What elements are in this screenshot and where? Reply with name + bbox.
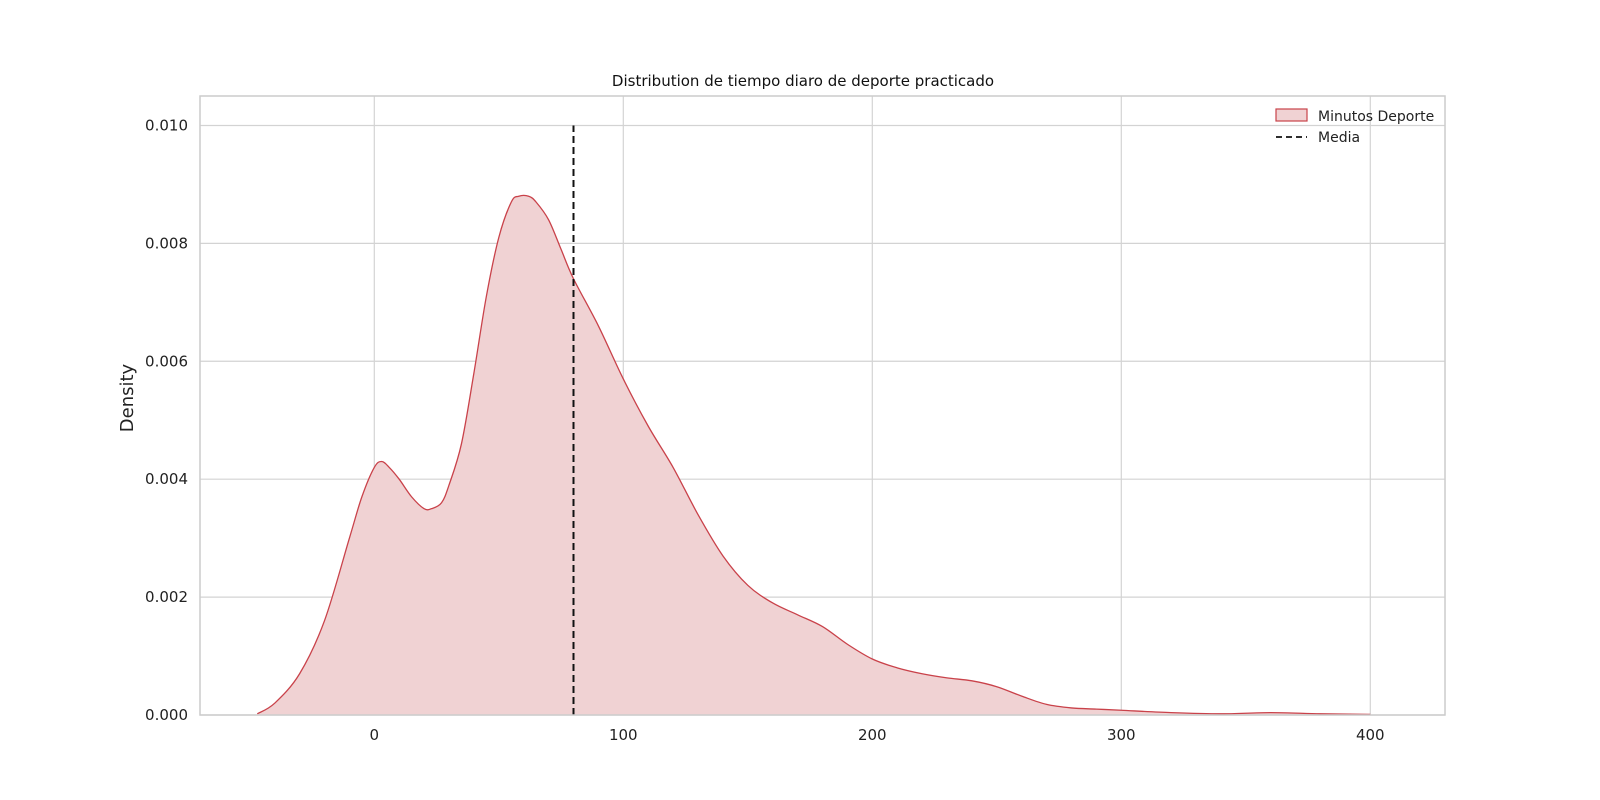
legend-label-media: Media <box>1318 130 1360 146</box>
density-area <box>256 194 1371 716</box>
x-tick-label: 0 <box>370 726 380 744</box>
density-fill <box>257 195 1371 716</box>
y-tick-label: 0.000 <box>145 706 188 724</box>
legend-label-minutos-deporte: Minutos Deporte <box>1318 109 1434 125</box>
y-tick-label: 0.004 <box>145 470 188 488</box>
density-curve <box>256 194 1371 716</box>
y-tick-label: 0.008 <box>145 234 188 252</box>
y-tick-label: 0.010 <box>145 116 188 134</box>
legend: Minutos Deporte Media <box>1275 108 1434 146</box>
x-tick-label: 400 <box>1356 726 1385 744</box>
x-tick-label: 300 <box>1107 726 1136 744</box>
y-tick-label: 0.002 <box>145 588 188 606</box>
tick-labels: 0 100 200 300 400 0.000 0.002 0.004 0.006 0.008 0.… <box>145 116 1385 744</box>
legend-swatch-minutos-deporte <box>1275 108 1308 122</box>
y-tick-label: 0.006 <box>145 352 188 370</box>
x-tick-label: 200 <box>858 726 887 744</box>
chart-title: Distribution de tiempo diaro de deporte … <box>612 72 994 90</box>
plot-frame <box>199 95 1446 716</box>
x-tick-label: 100 <box>609 726 638 744</box>
y-axis-label: Density <box>117 363 138 432</box>
